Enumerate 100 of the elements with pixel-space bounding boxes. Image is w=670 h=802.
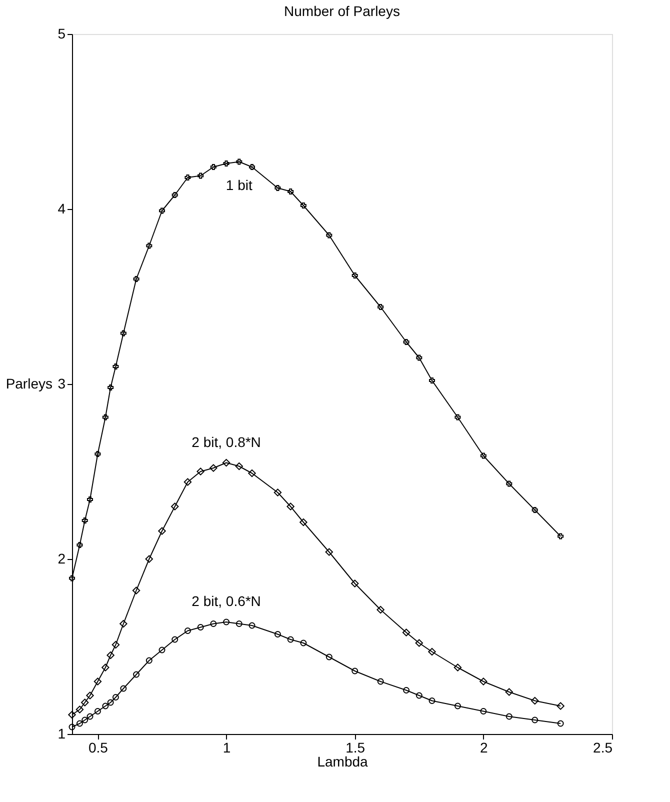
point xyxy=(133,276,140,282)
point xyxy=(145,555,153,563)
point xyxy=(184,628,191,634)
point xyxy=(94,451,101,457)
point xyxy=(82,518,88,524)
point xyxy=(86,692,94,700)
point xyxy=(454,702,461,710)
point xyxy=(172,636,178,643)
point xyxy=(133,671,140,678)
point xyxy=(454,664,462,672)
point xyxy=(112,694,119,700)
point xyxy=(351,580,359,588)
point xyxy=(506,713,512,720)
x-tick-label: 1.5 xyxy=(346,740,366,756)
point xyxy=(76,720,83,727)
point xyxy=(102,414,108,420)
point xyxy=(235,462,243,470)
point xyxy=(184,478,192,486)
point xyxy=(102,664,110,672)
point xyxy=(274,185,281,191)
point xyxy=(532,716,538,724)
point xyxy=(531,696,539,705)
series-label: 2 bit, 0.6*N xyxy=(192,593,261,609)
point xyxy=(171,502,179,510)
point xyxy=(172,192,178,198)
point xyxy=(222,458,230,467)
point xyxy=(120,620,128,628)
point xyxy=(120,330,126,336)
point xyxy=(146,242,152,249)
point xyxy=(81,698,89,706)
x-tick-label: 2.5 xyxy=(593,740,613,756)
point xyxy=(428,698,436,704)
point xyxy=(146,657,152,664)
point xyxy=(248,622,256,629)
point xyxy=(287,636,294,643)
point xyxy=(76,706,84,714)
point xyxy=(223,160,230,166)
point xyxy=(377,678,384,685)
point xyxy=(159,208,165,214)
point xyxy=(158,527,166,535)
point xyxy=(402,628,410,636)
point xyxy=(326,232,332,238)
y-tick-label: 5 xyxy=(58,26,66,42)
point xyxy=(416,692,422,699)
y-tick-label: 1 xyxy=(58,726,66,742)
point xyxy=(132,586,140,594)
point xyxy=(378,304,384,310)
point xyxy=(102,702,109,710)
point xyxy=(196,468,204,476)
point xyxy=(236,158,242,165)
point xyxy=(428,648,436,656)
point xyxy=(94,678,102,686)
point xyxy=(86,713,94,720)
point xyxy=(480,678,488,686)
series-label: 2 bit, 0.8*N xyxy=(192,434,261,450)
x-tick-label: 0.5 xyxy=(88,740,108,756)
x-tick-label: 2 xyxy=(480,740,488,756)
point xyxy=(94,708,101,714)
point xyxy=(210,464,218,472)
point xyxy=(480,452,486,459)
y-axis-title: Parleys xyxy=(6,376,52,392)
point xyxy=(558,533,564,540)
point xyxy=(288,188,294,194)
point xyxy=(76,542,83,548)
point xyxy=(415,639,423,647)
y-tick-label: 3 xyxy=(58,376,66,392)
point xyxy=(376,606,384,614)
point xyxy=(480,708,487,714)
point xyxy=(274,488,282,496)
point xyxy=(505,688,513,696)
point xyxy=(274,631,281,638)
point xyxy=(82,716,88,724)
chart-title: Number of Parleys xyxy=(284,3,400,19)
series-label: 1 bit xyxy=(226,176,252,193)
point xyxy=(107,699,114,706)
point xyxy=(197,624,204,630)
point xyxy=(158,646,166,654)
point xyxy=(106,651,114,660)
point xyxy=(87,496,93,502)
point xyxy=(416,354,422,361)
point xyxy=(210,164,216,170)
point xyxy=(403,687,410,694)
point xyxy=(112,640,120,649)
point xyxy=(300,202,306,208)
point xyxy=(210,620,217,627)
point xyxy=(300,518,308,526)
point xyxy=(249,164,255,170)
point xyxy=(223,618,230,626)
point xyxy=(556,702,564,710)
point xyxy=(532,507,538,513)
y-tick-label: 4 xyxy=(58,200,66,216)
point xyxy=(248,469,256,478)
y-tick-label: 2 xyxy=(58,550,66,566)
point xyxy=(352,272,358,278)
point xyxy=(403,339,410,345)
point xyxy=(286,502,294,510)
x-axis-title: Lambda xyxy=(317,754,368,770)
point xyxy=(108,384,114,390)
point xyxy=(454,414,461,420)
point xyxy=(326,654,332,660)
